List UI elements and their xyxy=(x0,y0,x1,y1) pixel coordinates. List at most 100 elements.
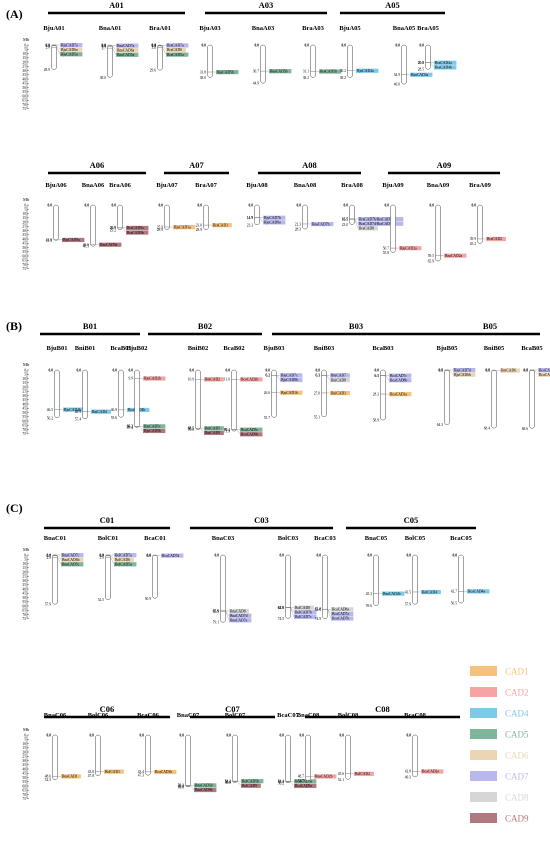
end-label: 71.9 xyxy=(224,430,230,434)
scale-tick-label: 45 xyxy=(22,82,26,86)
end-label: 47.3 xyxy=(138,774,144,778)
group-title: C03 xyxy=(254,515,269,525)
gene-label-box xyxy=(99,242,122,247)
gene-label: BcaCAD1b xyxy=(155,770,172,774)
gene-label: BnaCAD7c xyxy=(62,553,80,557)
end-label: 50.9 xyxy=(145,597,151,601)
chromosome-body xyxy=(458,554,464,604)
gene-label-box xyxy=(173,225,196,230)
chromosome-body xyxy=(285,734,291,784)
gene-label-box xyxy=(294,779,317,784)
scale-tick-label: 15 xyxy=(22,56,26,60)
end-label: 67.4 xyxy=(127,426,133,430)
chromosome-body xyxy=(231,369,237,432)
gene-position-label: 70.1 xyxy=(224,428,230,432)
chromosome-name: BjuA05 xyxy=(339,25,361,32)
group-title: A09 xyxy=(437,160,452,170)
gene-position-label: 14.9 xyxy=(247,216,253,220)
chromosome-name: BcaB05 xyxy=(521,345,543,352)
chromosome-name: BjuA01 xyxy=(43,25,64,32)
gene-leader xyxy=(56,47,61,55)
scale-tick-label: 55 xyxy=(22,780,26,784)
gene-label: BjuCAD9a xyxy=(63,238,80,242)
end-label: 28.9 xyxy=(196,228,202,232)
end-label: 52.5 xyxy=(45,778,51,782)
gene-label-box xyxy=(280,390,303,395)
gene-label-box xyxy=(240,432,263,437)
group-title: A08 xyxy=(302,160,317,170)
group-title: C05 xyxy=(404,515,419,525)
chromosome-body xyxy=(305,734,311,781)
gene-position-label: 45.6 xyxy=(338,772,344,776)
chromosome-name: BolC03 xyxy=(278,535,299,542)
gene-label: BcaCAD7d xyxy=(162,554,179,558)
legend-label: CAD6 xyxy=(505,751,529,761)
chromosome: BniB05 0.0 68.4 BniCAD6 0.5 xyxy=(484,345,520,431)
chromosome-body xyxy=(412,734,418,778)
gene-label-box xyxy=(294,783,317,789)
gene-label-box xyxy=(330,390,350,396)
chromosome-group: C08 BnaC08 0.0 53.7 BnaCAD2b 48.7 BolC08 0.0 52.… xyxy=(297,704,460,783)
gene-label-box xyxy=(319,69,342,74)
chromosome: BcaB030.058.9BcaCAD7c6.5BcaCAD8b6.5BcaCA… xyxy=(372,345,412,423)
gene-position-label: 46.6 xyxy=(83,243,89,247)
end-label: 68.6 xyxy=(522,427,528,431)
chromosome-group: A03 BjuA03 0.0 38.0 BjuCAD5b 31.8 BnaA03 0.0 44.… xyxy=(199,0,342,86)
end-label: 38.2 xyxy=(340,76,346,80)
legend-swatch-cad5 xyxy=(470,729,497,739)
gene-label: BjuCAD4b xyxy=(64,408,81,412)
scale-tick-label: 10 xyxy=(22,562,26,566)
start-label: 0.0 xyxy=(342,44,347,48)
scale-tick-label: 20 xyxy=(22,570,26,574)
chromosome-body xyxy=(271,369,277,418)
gene-label: BolCAD7c xyxy=(295,615,312,619)
gene-label-box xyxy=(399,246,422,251)
gene-label: BolCAD9 xyxy=(242,784,257,788)
gene-label: BolCAD7b xyxy=(295,611,312,615)
gene-label: BjuCAD6a xyxy=(61,48,78,52)
end-label: 64.3 xyxy=(437,423,443,427)
gene-leader xyxy=(162,45,167,51)
chromosome-body xyxy=(254,204,260,226)
gene-label: BnaCAD5a xyxy=(117,53,135,57)
gene-label-box xyxy=(204,426,224,431)
scale-tick-label: 75 xyxy=(22,617,26,621)
gene-label-box xyxy=(204,430,224,436)
gene-position-label: 27.0 xyxy=(314,391,320,395)
scale-tick-label: 50 xyxy=(22,776,26,780)
end-label: 38.0 xyxy=(100,76,106,80)
chromosome: BnaA09 0.0 65.9 BnaCAD2a 59.5 xyxy=(427,182,467,264)
gene-label: BolCAD4 xyxy=(422,590,437,594)
chromosome-name: BcaB01 xyxy=(110,345,131,352)
gene-position-label: 66.2 xyxy=(127,425,133,429)
scale-tick-label: 30 xyxy=(22,759,26,763)
gene-label: BraCAD5a xyxy=(167,53,184,57)
end-label: 52.5 xyxy=(98,598,104,602)
chromosome-body xyxy=(444,369,450,425)
gene-leader xyxy=(122,227,127,233)
gene-label-box xyxy=(421,769,444,774)
chromosome: BraA03 0.0 38.2 BraCAD5b 31.1 xyxy=(302,25,342,80)
panel-label: (B) xyxy=(6,319,22,333)
scale-tick-label: 65 xyxy=(22,424,26,428)
scale-tick-label: 60 xyxy=(22,254,26,258)
chromosome-name: BolC06 xyxy=(88,712,109,719)
gene-position-label: 63.8 xyxy=(315,608,321,612)
gene-label-box xyxy=(538,372,550,377)
gene-leader xyxy=(430,62,435,68)
gene-label: BcaCAD7e xyxy=(539,368,550,372)
chromosome-body xyxy=(380,369,386,421)
scale-tick-label: 75 xyxy=(22,107,26,111)
gene-position-label: 20.8 xyxy=(418,61,424,65)
gene-label-box xyxy=(143,376,166,381)
gene-leader xyxy=(110,557,115,565)
scale-tick-label: 10 xyxy=(22,742,26,746)
gene-position-label: 41.0 xyxy=(46,238,52,242)
chromosome: BraA09 0.0 45.2 BraCAD2 39.9 xyxy=(469,182,506,246)
end-label: 56.2 xyxy=(47,416,53,420)
start-label: 0.0 xyxy=(453,554,458,558)
start-label: 0.0 xyxy=(49,369,54,373)
gene-label: BnaCAD5d xyxy=(195,784,213,788)
gene-position-label: 0.8 xyxy=(46,44,51,48)
